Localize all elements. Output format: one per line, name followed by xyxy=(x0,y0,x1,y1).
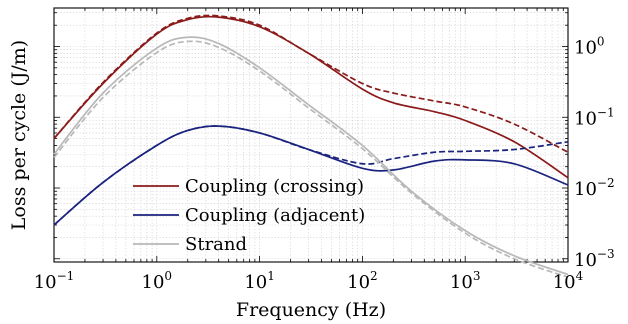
legend-label-2: Strand xyxy=(185,234,247,255)
x-axis-label: Frequency (Hz) xyxy=(236,299,386,321)
x-tick-label: 104 xyxy=(553,269,584,293)
legend-label-0: Coupling (crossing) xyxy=(185,176,364,197)
series-line-5 xyxy=(53,40,569,278)
y-tick-label: 10−3 xyxy=(574,247,615,271)
y-tick-label: 10−2 xyxy=(574,176,615,200)
legend-label-1: Coupling (adjacent) xyxy=(185,205,365,226)
y-axis-label: Loss per cycle (J/m) xyxy=(8,40,30,230)
x-tick-label: 102 xyxy=(347,269,378,293)
series-group xyxy=(53,14,569,278)
x-tick-label: 100 xyxy=(142,269,173,293)
x-tick-labels: 10−1 100 101 102 103 104 xyxy=(34,269,584,293)
series-line-0 xyxy=(53,15,569,179)
series-line-3 xyxy=(53,125,569,226)
legend: Coupling (crossing) Coupling (adjacent) St… xyxy=(133,176,365,255)
grid-lines xyxy=(53,8,569,263)
plot-frame xyxy=(53,7,569,263)
x-tick-label: 101 xyxy=(244,269,275,293)
series-line-1 xyxy=(53,14,569,154)
x-tick-label: 10−1 xyxy=(34,269,75,293)
y-tick-label: 100 xyxy=(574,34,605,58)
series-line-4 xyxy=(53,36,569,276)
x-tick-label: 103 xyxy=(450,269,481,293)
y-tick-label: 10−1 xyxy=(574,105,615,129)
y-tick-labels: 100 10−1 10−2 10−3 xyxy=(574,34,615,270)
